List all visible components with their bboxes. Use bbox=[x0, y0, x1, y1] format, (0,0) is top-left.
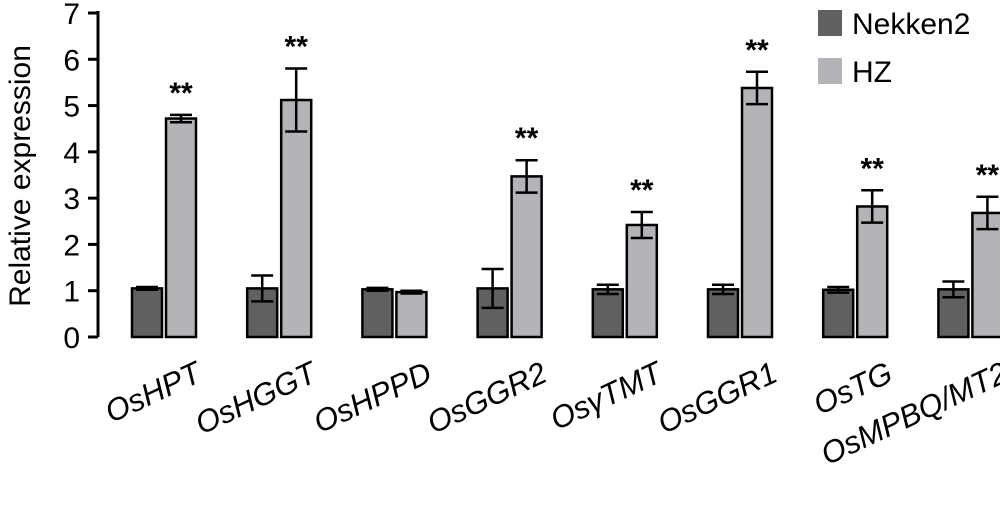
significance-label: ** bbox=[745, 34, 769, 67]
bars bbox=[130, 67, 1000, 339]
bar-nekken2 bbox=[821, 288, 855, 339]
category-label: OsGGR2 bbox=[422, 355, 552, 441]
y-tick-label: 7 bbox=[63, 0, 80, 31]
legend-swatch bbox=[818, 10, 842, 36]
legend-label: HZ bbox=[852, 56, 892, 89]
y-tick-label: 1 bbox=[63, 276, 80, 309]
bar-hz bbox=[855, 205, 889, 339]
y-tick-label: 4 bbox=[63, 137, 80, 170]
category-label: OsHGGT bbox=[190, 354, 324, 441]
y-tick-label: 0 bbox=[63, 322, 80, 355]
bar-hz bbox=[279, 98, 313, 339]
bar-nekken2 bbox=[130, 287, 164, 339]
axes: 0 1 2 3 4 5 6 7 bbox=[63, 0, 100, 355]
legend-swatch bbox=[818, 58, 842, 84]
bar-nekken2 bbox=[706, 288, 740, 339]
category-label: OsHPT bbox=[100, 354, 209, 430]
y-tick-label: 2 bbox=[63, 229, 80, 262]
y-tick-label: 5 bbox=[63, 91, 80, 124]
bar-hz bbox=[971, 211, 1000, 339]
category-label: OsγTMT bbox=[545, 354, 669, 437]
bar-hz bbox=[164, 117, 198, 339]
significance-label: ** bbox=[630, 174, 654, 207]
significance-label: ** bbox=[515, 122, 539, 155]
bar-hz bbox=[510, 175, 543, 339]
bar-hz bbox=[740, 86, 774, 339]
bar-hz bbox=[395, 290, 428, 339]
legend-label: Nekken2 bbox=[852, 8, 970, 41]
significance-label: ** bbox=[861, 152, 885, 185]
bar-nekken2 bbox=[591, 288, 625, 339]
y-axis-label: Relative expression bbox=[4, 45, 37, 307]
y-tick-label: 3 bbox=[63, 183, 80, 216]
y-tick-label: 6 bbox=[63, 44, 80, 77]
legend: Nekken2 HZ bbox=[818, 8, 970, 89]
significance-label: ** bbox=[285, 31, 309, 64]
significance-label: ** bbox=[976, 159, 1000, 192]
significance-label: ** bbox=[169, 77, 193, 110]
bar-hz bbox=[625, 223, 659, 339]
category-label: OsGGR1 bbox=[652, 355, 782, 441]
bar-nekken2 bbox=[361, 288, 394, 339]
category-label: OsHPPD bbox=[308, 355, 437, 440]
